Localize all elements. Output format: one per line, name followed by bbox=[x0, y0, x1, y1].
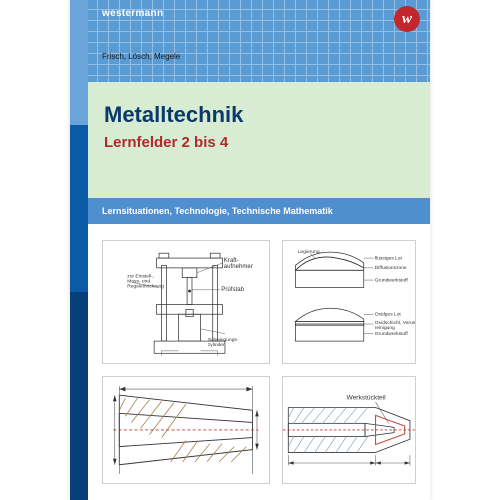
figure-workpiece: Werkstückteil bbox=[282, 376, 416, 484]
title-area: Metalltechnik Lernfelder 2 bis 4 bbox=[88, 82, 430, 198]
subtitle-text: Lernsituationen, Technologie, Technische… bbox=[102, 206, 333, 216]
workpiece-svg: Werkstückteil bbox=[283, 377, 415, 483]
spine bbox=[70, 0, 88, 500]
publisher-logo-letter: w bbox=[402, 11, 412, 28]
subtitle-bar: Lernsituationen, Technologie, Technische… bbox=[88, 198, 430, 224]
figures-grid: Kraft- aufnehmer zur Einstell-, Mess- un… bbox=[88, 224, 430, 500]
publisher-label: westermann bbox=[102, 8, 163, 19]
label-pruefstab: Prüfstab bbox=[221, 286, 244, 293]
testing-machine-svg: Kraft- aufnehmer zur Einstell-, Mess- un… bbox=[103, 241, 269, 363]
spine-seg-2 bbox=[70, 125, 88, 292]
spine-seg-1 bbox=[70, 0, 88, 125]
label-legierung: Legierung bbox=[298, 249, 320, 255]
book-cover: westermann w Frisch, Lösch, Megele Metal… bbox=[70, 0, 430, 500]
spine-seg-3 bbox=[70, 292, 88, 500]
label-diffusion: Diffusionszone bbox=[375, 265, 407, 271]
label-wst: Werkstückteil bbox=[346, 395, 386, 402]
svg-text:Regeleinrichtung: Regeleinrichtung bbox=[127, 283, 164, 289]
header: westermann w Frisch, Lösch, Megele bbox=[88, 0, 430, 82]
figure-testing-machine: Kraft- aufnehmer zur Einstell-, Mess- un… bbox=[102, 240, 270, 364]
taper-svg bbox=[103, 377, 269, 483]
svg-text:aufnehmer: aufnehmer bbox=[224, 263, 253, 270]
svg-text:Grundwerkstoff: Grundwerkstoff bbox=[375, 331, 409, 337]
label-fluessig: flüssiges Lot bbox=[375, 255, 403, 261]
figure-taper-shaft bbox=[102, 376, 270, 484]
authors-label: Frisch, Lösch, Megele bbox=[102, 52, 180, 61]
svg-text:reinigung: reinigung bbox=[375, 325, 395, 331]
figure-solder-layers: Legierung flüssiges Lot Diffusionszone G… bbox=[282, 240, 416, 364]
svg-text:zylinder: zylinder bbox=[208, 342, 225, 348]
title-main: Metalltechnik bbox=[104, 102, 414, 128]
label-oxidgelb: Oxidges Lot bbox=[375, 311, 402, 317]
solder-svg: Legierung flüssiges Lot Diffusionszone G… bbox=[283, 241, 415, 363]
label-grund: Grundwerkstoff bbox=[375, 277, 409, 283]
publisher-logo-icon: w bbox=[394, 6, 420, 32]
title-sub: Lernfelder 2 bis 4 bbox=[104, 134, 414, 151]
